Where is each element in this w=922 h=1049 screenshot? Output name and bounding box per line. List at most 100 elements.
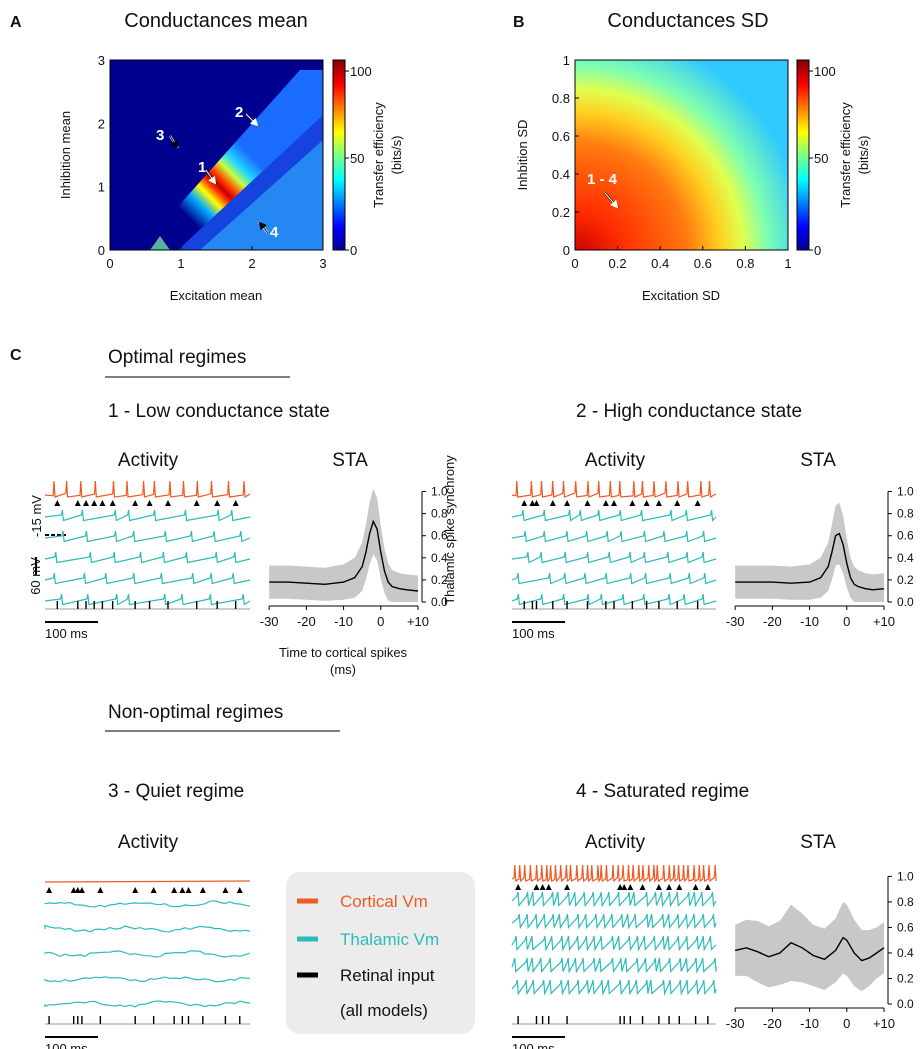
spike-marker xyxy=(655,500,662,506)
thalamic-trace xyxy=(44,593,251,606)
spike-marker xyxy=(54,500,61,506)
colorbar-b-label-line1: Transfer efficiency xyxy=(838,102,853,208)
spike-marker xyxy=(529,500,536,506)
sta-y-tick-label: 0.8 xyxy=(431,507,448,521)
spike-marker xyxy=(621,884,628,890)
regime-4-activity-label: Activity xyxy=(585,832,646,853)
sta-y-tick-label: 0.8 xyxy=(897,895,914,909)
sta-x-tick-label: 0 xyxy=(843,1016,850,1031)
heatmap-a-axes: 0 1 2 3 0 1 2 3 xyxy=(98,53,327,271)
thalamic-trace xyxy=(44,950,251,958)
y-tick-label: 0.6 xyxy=(552,129,570,144)
time-scalebar-label: 100 ms xyxy=(45,1041,88,1049)
sta-y-tick-label: 0.2 xyxy=(431,573,448,587)
spike-marker xyxy=(694,500,701,506)
spike-marker xyxy=(617,884,624,890)
heatmap-a-xlabel: Excitation mean xyxy=(170,288,263,303)
thalamic-trace xyxy=(511,572,717,585)
spike-marker xyxy=(199,887,206,893)
spike-marker xyxy=(639,884,646,890)
sta-x-tick-label: 0 xyxy=(843,614,850,629)
legend-label-cortical: Cortical Vm xyxy=(340,892,428,911)
spike-marker xyxy=(549,500,556,506)
legend-label-retinal: Retinal input xyxy=(340,966,435,985)
thalamic-trace xyxy=(511,935,717,952)
thalamic-trace xyxy=(44,572,251,585)
thalamic-trace xyxy=(511,913,717,930)
spike-marker xyxy=(521,500,528,506)
spike-marker xyxy=(539,884,546,890)
panel-c: C Optimal regimes 1 - Low conductance st… xyxy=(10,347,914,1049)
thalamic-trace xyxy=(44,900,251,908)
sta-y-tick-label: 0.2 xyxy=(897,971,914,985)
colorbar-a xyxy=(332,59,346,251)
spike-marker xyxy=(46,887,53,893)
thalamic-trace xyxy=(44,1000,251,1008)
spike-marker xyxy=(676,884,683,890)
regime-3-activity: 100 ms xyxy=(44,880,251,1049)
spike-marker xyxy=(704,884,711,890)
legend-label-thalamic: Thalamic Vm xyxy=(340,930,439,949)
spike-marker xyxy=(91,500,98,506)
x-tick-label: 1 xyxy=(177,256,184,271)
marker-label-1: 1 xyxy=(198,159,206,176)
sta-y-tick-label: 1.0 xyxy=(897,869,914,883)
sta-y-tick-label: 1.0 xyxy=(431,485,448,499)
cortical-trace xyxy=(511,480,717,498)
sta-y-tick-label: 0.4 xyxy=(431,551,448,565)
regime-1-activity-label: Activity xyxy=(118,450,179,471)
colorbar-b-ticks: 100 50 0 xyxy=(809,64,836,258)
thalamic-trace xyxy=(44,924,251,933)
regime-1-sta-plot: -30 -20 -10 0 +100.0 0.2 0.4 0.6 0.8 1.0 xyxy=(260,485,448,629)
sta-x-tick-label: +10 xyxy=(873,614,895,629)
thalamic-trace xyxy=(511,551,717,564)
sta-mean-line xyxy=(735,532,885,591)
spike-marker xyxy=(692,884,699,890)
thalamic-trace xyxy=(44,551,251,564)
sta-y-tick-label: 0.4 xyxy=(897,946,914,960)
x-tick-label: 0.2 xyxy=(609,256,627,271)
sta-y-tick-label: 1.0 xyxy=(897,485,914,499)
x-tick-label: 0 xyxy=(106,256,113,271)
spike-marker xyxy=(97,887,104,893)
spike-marker xyxy=(171,887,178,893)
sta-x-tick-label: -20 xyxy=(297,614,316,629)
regime-1-activity: 100 ms xyxy=(44,480,251,641)
y-tick-label: 0.8 xyxy=(552,91,570,106)
thalamic-trace xyxy=(511,957,717,974)
spike-marker xyxy=(132,887,139,893)
regime-2-activity-label: Activity xyxy=(585,450,646,471)
x-tick-label: 3 xyxy=(319,256,326,271)
thalamic-trace xyxy=(511,530,717,543)
colorbar-tick-label: 0 xyxy=(814,243,821,258)
heatmap-b-xlabel: Excitation SD xyxy=(642,288,720,303)
thalamic-trace xyxy=(511,891,717,908)
y-tick-label: 2 xyxy=(98,116,105,131)
spike-marker xyxy=(165,500,171,506)
thalamic-trace xyxy=(511,979,717,996)
heatmap-b-title: Conductances SD xyxy=(607,10,768,32)
sta-y-tick-label: 0.4 xyxy=(897,551,914,565)
heatmap-a-image xyxy=(110,60,323,250)
sta-x-tick-label: +10 xyxy=(407,614,429,629)
colorbar-b xyxy=(796,59,810,251)
nonoptimal-heading: Non-optimal regimes xyxy=(108,702,283,723)
spike-marker xyxy=(185,887,192,893)
spike-marker xyxy=(74,500,81,506)
spike-marker xyxy=(564,500,571,506)
colorbar-b-label-line2: (bits/s) xyxy=(856,136,871,175)
sta-y-tick-label: 0.2 xyxy=(897,573,914,587)
spike-marker xyxy=(533,884,540,890)
time-scalebar-label: 100 ms xyxy=(512,626,555,641)
y-tick-label: 3 xyxy=(98,53,105,68)
colorbar-tick-label: 100 xyxy=(350,64,372,79)
sta-y-tick-label: 0.0 xyxy=(897,595,914,609)
legend: Cortical Vm Thalamic Vm Retinal input (a… xyxy=(286,872,475,1034)
colorbar-a-label-line1: Transfer efficiency xyxy=(371,102,386,208)
regime-1-sta-label: STA xyxy=(332,450,368,471)
spike-marker xyxy=(666,884,673,890)
panel-label-b: B xyxy=(513,14,525,31)
spike-marker xyxy=(109,500,116,506)
spike-marker xyxy=(643,500,650,506)
regime-3-activity-label: Activity xyxy=(118,832,179,853)
